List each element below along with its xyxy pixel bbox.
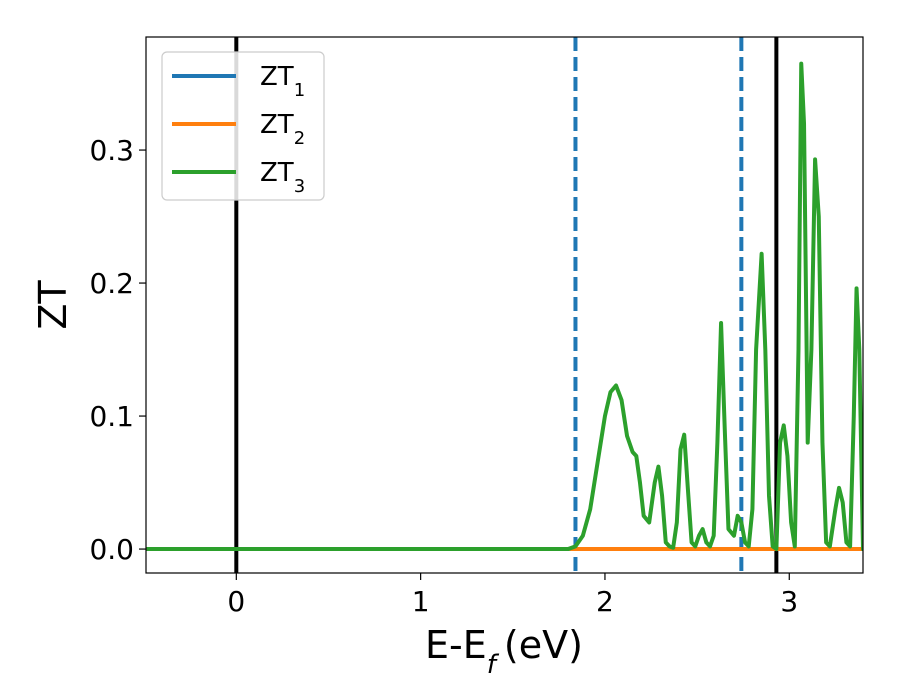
x-axis-label-unit: (eV) [504,623,583,667]
legend: ZT1 ZT2 ZT3 [161,51,325,201]
x-tick-label-2: 2 [596,585,614,618]
plot-frame [145,36,864,574]
legend-label-1: ZT1 [260,62,305,101]
legend-label-3: ZT3 [260,158,305,197]
legend-box [161,51,325,201]
series-line-3 [146,61,863,552]
y-axis-ticks: 0.0 0.1 0.2 0.3 [89,134,146,566]
series-lines [146,61,863,552]
legend-label-2: ZT2 [260,110,305,149]
x-axis-label-base: E-E [425,623,487,667]
x-tick-label-1: 1 [412,585,430,618]
x-tick-label-3: 3 [780,585,798,618]
y-tick-label-1: 0.1 [89,400,134,433]
y-tick-label-0: 0.0 [89,533,134,566]
x-axis-ticks: 0 1 2 3 [227,573,798,618]
x-axis-label: E-Ef (eV) [425,623,583,680]
y-tick-label-2: 0.2 [89,267,134,300]
x-tick-label-0: 0 [227,585,245,618]
y-tick-label-3: 0.3 [89,134,134,167]
y-axis-label: ZT [31,280,75,330]
